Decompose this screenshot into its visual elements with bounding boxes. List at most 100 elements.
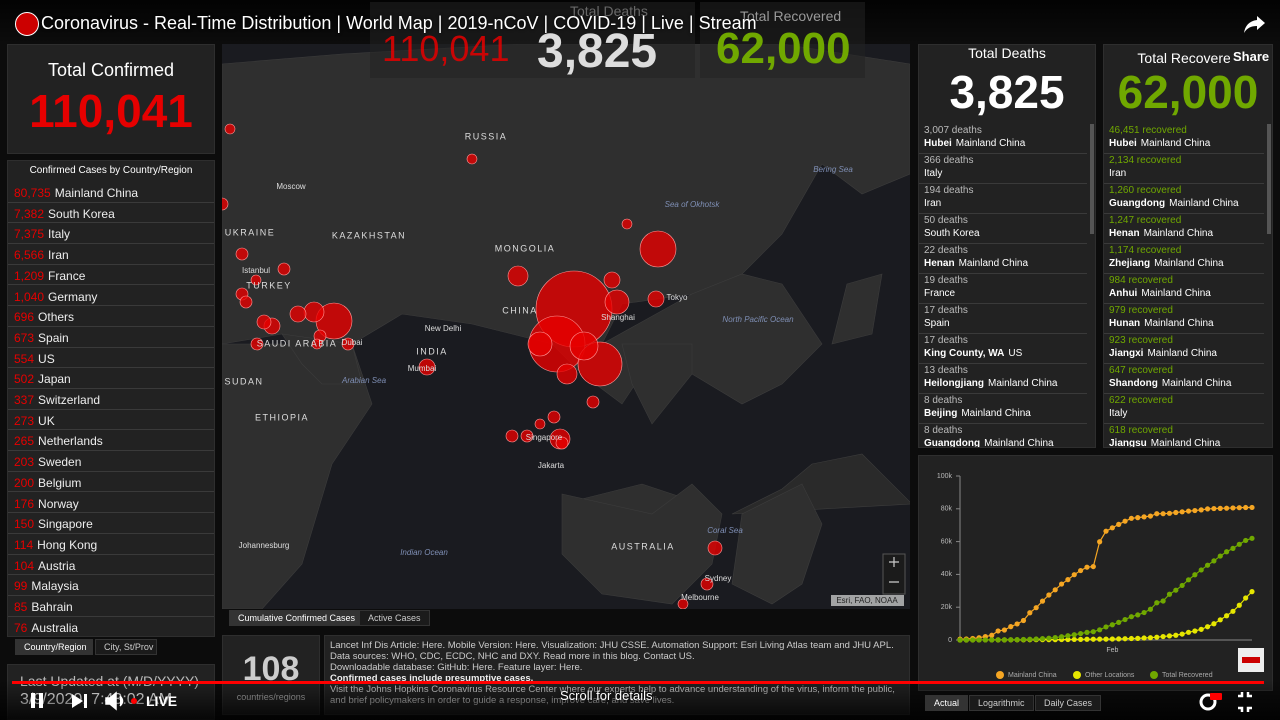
case-bubble[interactable]: [341, 337, 355, 351]
deaths-row[interactable]: 8 deaths Beijing Mainland China: [919, 394, 1087, 424]
case-bubble[interactable]: [235, 247, 249, 261]
deaths-row[interactable]: 17 deaths King County, WA US: [919, 334, 1087, 364]
deaths-row[interactable]: 22 deaths Henan Mainland China: [919, 244, 1087, 274]
country-row[interactable]: 673 Spain: [8, 327, 214, 348]
country-row[interactable]: 176 Norway: [8, 493, 214, 514]
deaths-row[interactable]: 19 deaths France: [919, 274, 1087, 304]
recovered-row[interactable]: 618 recovered Jiangsu Mainland China: [1104, 424, 1264, 448]
case-bubble[interactable]: [534, 418, 546, 430]
recovered-row[interactable]: 979 recovered Hunan Mainland China: [1104, 304, 1264, 334]
share-icon[interactable]: [1243, 14, 1267, 34]
deaths-row[interactable]: 366 deaths Italy: [919, 154, 1087, 184]
recovered-row[interactable]: 923 recovered Jiangxi Mainland China: [1104, 334, 1264, 364]
country-row[interactable]: 150 Singapore: [8, 513, 214, 534]
map-tab[interactable]: Active Cases: [359, 610, 430, 626]
country-row[interactable]: 104 Austria: [8, 555, 214, 576]
chart-tab[interactable]: Logarithmic: [969, 695, 1034, 711]
deaths-row[interactable]: 8 deaths Guangdong Mainland China: [919, 424, 1087, 447]
case-bubble[interactable]: [556, 363, 578, 385]
map-tab[interactable]: Cumulative Confirmed Cases: [229, 610, 365, 626]
case-bubble[interactable]: [250, 337, 264, 351]
case-bubble[interactable]: [418, 358, 436, 376]
deaths-row[interactable]: 3,007 deaths Hubei Mainland China: [919, 124, 1087, 154]
case-bubble[interactable]: [311, 338, 323, 350]
country-row[interactable]: 7,382 South Korea: [8, 203, 214, 224]
country-row[interactable]: 1,040 Germany: [8, 286, 214, 307]
country-row[interactable]: 273 UK: [8, 410, 214, 431]
map-label: Moscow: [276, 182, 306, 191]
case-bubble[interactable]: [700, 577, 714, 591]
share-label[interactable]: Share: [1230, 49, 1273, 64]
case-bubble[interactable]: [677, 598, 689, 609]
country-row[interactable]: 265 Netherlands: [8, 430, 214, 452]
case-bubble[interactable]: [222, 197, 229, 211]
country-row[interactable]: 203 Sweden: [8, 451, 214, 472]
recovered-row[interactable]: 622 recovered Italy: [1104, 394, 1264, 424]
case-bubble[interactable]: [586, 395, 600, 409]
country-row[interactable]: 696 Others: [8, 306, 214, 327]
country-row[interactable]: 114 Hong Kong: [8, 534, 214, 555]
case-bubble[interactable]: [707, 540, 723, 556]
map-label: Jakarta: [538, 461, 565, 470]
video-title[interactable]: Coronavirus - Real-Time Distribution | W…: [41, 13, 757, 33]
recovered-row[interactable]: 984 recovered Anhui Mainland China: [1104, 274, 1264, 304]
case-bubble[interactable]: [604, 289, 630, 315]
deaths-row[interactable]: 17 deaths Spain: [919, 304, 1087, 334]
zoom-control[interactable]: [882, 553, 906, 595]
recovered-row[interactable]: 647 recovered Shandong Mainland China: [1104, 364, 1264, 394]
player-controls[interactable]: [28, 690, 138, 712]
case-bubble[interactable]: [507, 265, 529, 287]
country-row[interactable]: 7,375 Italy: [8, 223, 214, 245]
country-row[interactable]: 1,209 France: [8, 265, 214, 286]
chart-tab[interactable]: Daily Cases: [1035, 695, 1102, 711]
country-row[interactable]: 554 US: [8, 348, 214, 369]
country-row[interactable]: 502 Japan: [8, 368, 214, 389]
case-bubble[interactable]: [569, 331, 599, 361]
case-bubble[interactable]: [289, 305, 307, 323]
case-bubble[interactable]: [639, 230, 677, 268]
case-bubble[interactable]: [520, 429, 534, 443]
case-bubble[interactable]: [250, 274, 262, 286]
case-bubble[interactable]: [647, 290, 665, 308]
case-bubble[interactable]: [239, 295, 253, 309]
map-label: SAUDI ARABIA: [257, 338, 338, 348]
channel-icon[interactable]: [15, 12, 39, 36]
country-row[interactable]: 80,735 Mainland China: [8, 182, 214, 203]
case-bubble[interactable]: [547, 410, 561, 424]
recovered-row[interactable]: 1,174 recovered Zhejiang Mainland China: [1104, 244, 1264, 274]
case-bubble[interactable]: [303, 301, 325, 323]
case-bubble[interactable]: [621, 218, 633, 230]
confirmed-value: 110,041: [29, 85, 193, 137]
recovered-row[interactable]: 1,260 recovered Guangdong Mainland China: [1104, 184, 1264, 214]
country-row[interactable]: 6,566 Iran: [8, 244, 214, 265]
chart-tab[interactable]: Actual: [925, 695, 969, 711]
progress-bar[interactable]: [12, 681, 1264, 684]
case-bubble[interactable]: [505, 429, 519, 443]
case-bubble[interactable]: [603, 271, 621, 289]
recovered-row[interactable]: 1,247 recovered Henan Mainland China: [1104, 214, 1264, 244]
map-label: Bering Sea: [813, 165, 853, 174]
recovered-row[interactable]: 2,134 recovered Iran: [1104, 154, 1264, 184]
case-bubble[interactable]: [527, 331, 553, 357]
case-bubble[interactable]: [277, 262, 291, 276]
case-bubble[interactable]: [256, 314, 272, 330]
case-bubble[interactable]: [466, 153, 478, 165]
country-tab[interactable]: City, St/Prov: [95, 639, 157, 655]
recovered-region: Mainland China: [1150, 438, 1221, 448]
deaths-row[interactable]: 13 deaths Heilongjiang Mainland China: [919, 364, 1087, 394]
case-bubble[interactable]: [555, 436, 569, 450]
deaths-row[interactable]: 194 deaths Iran: [919, 184, 1087, 214]
scroll-hint[interactable]: Scroll for details: [560, 688, 653, 703]
country-row[interactable]: 337 Switzerland: [8, 389, 214, 410]
deaths-row[interactable]: 50 deaths South Korea: [919, 214, 1087, 244]
country-row[interactable]: 85 Bahrain: [8, 596, 214, 617]
country-row[interactable]: 200 Belgium: [8, 472, 214, 493]
data-point: [1217, 617, 1223, 623]
case-bubble[interactable]: [224, 123, 236, 135]
country-row[interactable]: 76 Australia: [8, 617, 214, 636]
recovered-row[interactable]: 46,451 recovered Hubei Mainland China: [1104, 124, 1264, 154]
live-badge[interactable]: LIVE: [146, 693, 178, 709]
country-tab[interactable]: Country/Region: [15, 639, 93, 655]
player-settings[interactable]: [1198, 690, 1258, 714]
country-row[interactable]: 99 Malaysia: [8, 575, 214, 596]
